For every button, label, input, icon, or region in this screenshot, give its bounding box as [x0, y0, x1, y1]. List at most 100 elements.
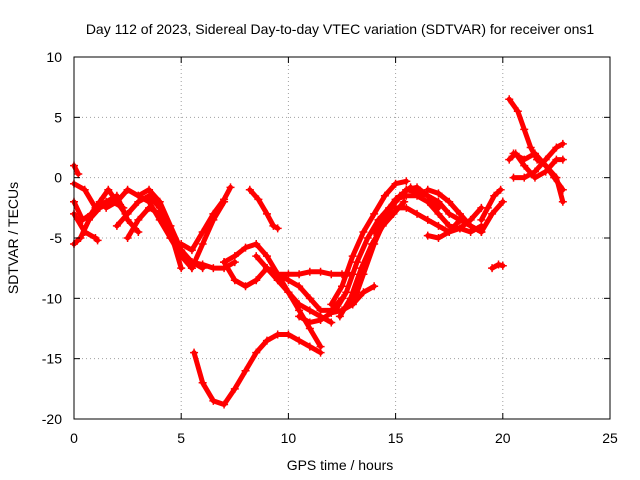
data-point: [209, 215, 218, 224]
data-point: [445, 209, 454, 218]
data-point: [123, 209, 132, 218]
data-point: [541, 155, 550, 164]
data-point: [370, 240, 379, 249]
data-point: [284, 270, 293, 279]
y-axis-label: SDTVAR / TECUs: [5, 182, 21, 294]
data-point: [262, 336, 271, 345]
data-point: [423, 231, 432, 240]
data-point: [220, 258, 229, 267]
data-point: [295, 270, 304, 279]
data-point: [477, 227, 486, 236]
data-point: [413, 188, 422, 197]
data-point: [102, 203, 111, 212]
data-point: [305, 267, 314, 276]
series-arc-13: [190, 330, 325, 409]
data-point: [295, 312, 304, 321]
data-point: [509, 173, 518, 182]
data-point: [445, 227, 454, 236]
data-point: [558, 155, 567, 164]
data-point: [74, 170, 83, 179]
data-series: [70, 95, 567, 409]
data-point: [327, 308, 336, 317]
series-track: [328, 178, 409, 307]
data-point: [166, 221, 175, 230]
series-track: [511, 151, 566, 205]
data-point: [434, 189, 443, 198]
data-point: [520, 161, 529, 170]
data-point: [198, 378, 207, 387]
data-point: [363, 234, 372, 242]
data-point: [552, 173, 561, 182]
data-point: [85, 215, 94, 224]
series-arc-28: [477, 185, 505, 224]
data-point: [526, 143, 535, 152]
data-point: [145, 185, 154, 194]
series-track: [425, 217, 463, 241]
data-point: [295, 300, 304, 309]
data-point: [134, 215, 143, 224]
data-point: [391, 179, 400, 188]
data-point: [262, 252, 271, 261]
series-track: [189, 199, 227, 271]
data-point: [262, 209, 271, 218]
data-point: [273, 270, 282, 279]
data-point: [155, 197, 164, 206]
data-point: [305, 318, 314, 327]
data-point: [230, 276, 239, 285]
data-point: [359, 270, 368, 279]
data-point: [198, 264, 207, 273]
data-point: [134, 191, 143, 200]
y-tick-label: -10: [42, 290, 62, 306]
y-tick-label: -15: [42, 351, 62, 367]
data-point: [402, 185, 411, 194]
data-point: [423, 215, 432, 224]
data-point: [305, 342, 314, 351]
data-point: [252, 348, 261, 357]
data-point: [177, 264, 186, 273]
data-point: [505, 95, 514, 104]
data-point: [209, 264, 218, 273]
data-point: [530, 149, 539, 158]
data-point: [331, 306, 340, 315]
data-point: [513, 107, 522, 116]
data-point: [353, 258, 362, 267]
y-tick-label: -20: [42, 411, 62, 427]
data-point: [80, 227, 89, 236]
data-point: [477, 215, 486, 224]
data-point: [145, 203, 154, 212]
data-point: [558, 197, 567, 206]
data-point: [380, 209, 389, 218]
data-point: [327, 270, 336, 279]
series-track: [425, 187, 506, 235]
data-point: [305, 306, 314, 315]
x-tick-label: 25: [602, 430, 618, 446]
series-arc-12: [245, 185, 282, 233]
data-point: [295, 336, 304, 345]
data-point: [252, 240, 261, 249]
data-point: [220, 197, 229, 206]
data-point: [552, 143, 561, 152]
data-point: [335, 312, 344, 321]
data-point: [187, 246, 196, 255]
data-point: [305, 294, 314, 303]
data-point: [119, 203, 128, 212]
series-track: [71, 211, 101, 243]
x-axis-label: GPS time / hours: [287, 457, 394, 473]
data-point: [434, 221, 443, 230]
y-tick-label: -5: [50, 230, 63, 246]
data-point: [245, 185, 254, 194]
data-point: [402, 203, 411, 212]
series-arc-11: [187, 197, 229, 273]
data-point: [198, 240, 207, 249]
data-point: [455, 215, 464, 224]
series-arc-27: [423, 215, 464, 242]
data-point: [338, 282, 346, 291]
x-tick-label: 15: [388, 430, 404, 446]
data-point: [370, 282, 379, 291]
data-point: [423, 185, 432, 194]
data-point: [230, 252, 239, 261]
data-point: [520, 173, 529, 182]
x-tick-label: 5: [177, 430, 185, 446]
